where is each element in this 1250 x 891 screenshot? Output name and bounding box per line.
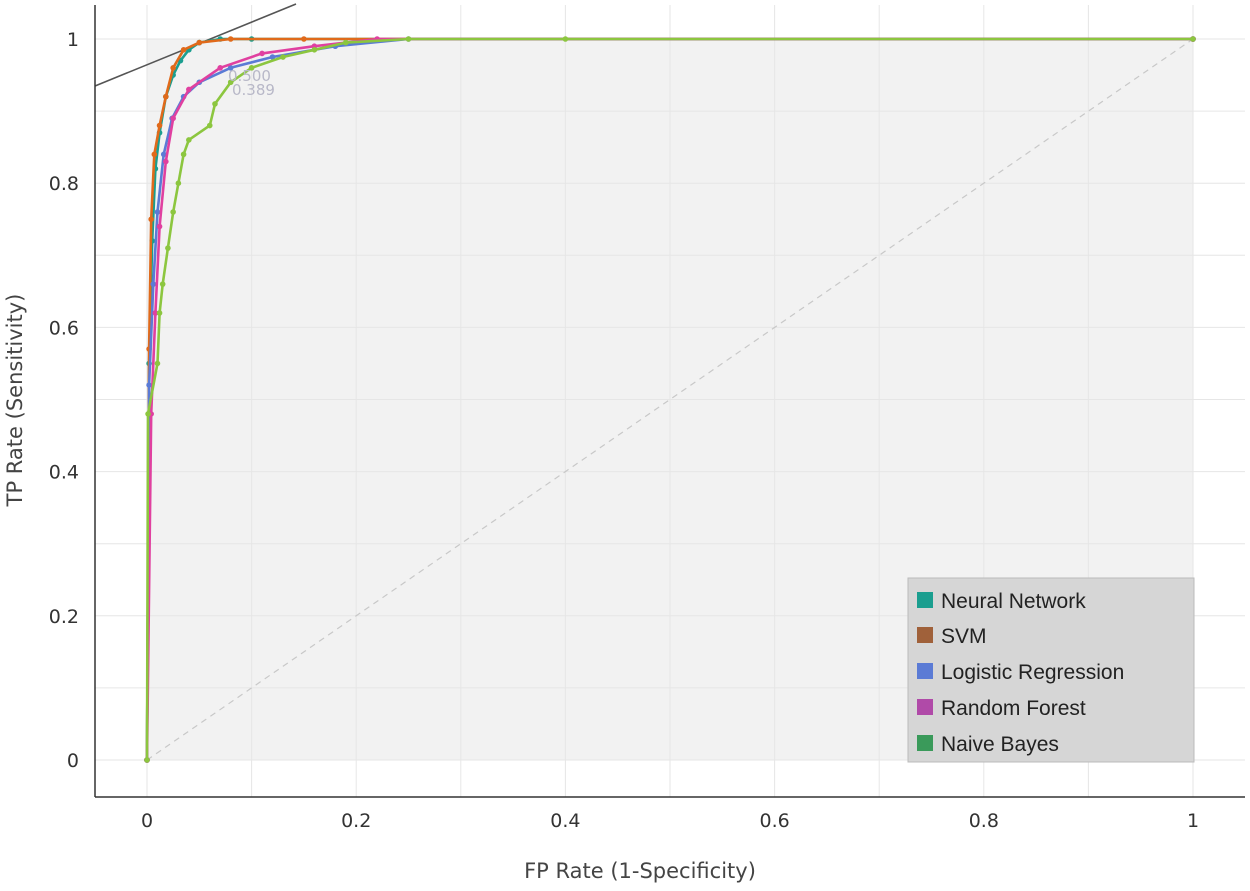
data-point: [170, 209, 176, 215]
x-tick-label: 0.8: [969, 810, 999, 832]
data-point: [145, 411, 151, 417]
data-point: [206, 122, 213, 129]
data-point: [269, 54, 276, 60]
y-axis-title: TP Rate (Sensitivity): [3, 294, 27, 508]
data-point: [212, 101, 218, 107]
y-tick-label: 0.2: [49, 606, 79, 628]
data-point: [156, 223, 163, 230]
axes: [94, 5, 1245, 798]
x-tick-label: 0.6: [759, 810, 789, 832]
data-point: [163, 158, 169, 165]
data-point: [156, 310, 163, 316]
data-point: [259, 50, 265, 57]
x-tick-label: 0: [141, 810, 153, 832]
y-tick-label: 0.8: [49, 173, 79, 195]
series-line: [145, 37, 1193, 761]
data-point: [562, 36, 569, 42]
legend-swatch: [917, 627, 933, 643]
legend-label: SVM: [941, 625, 987, 648]
legend-label: Random Forest: [941, 697, 1086, 720]
legend-item: Logistic Regression: [917, 661, 1124, 684]
legend-item: Neural Network: [917, 590, 1086, 613]
data-point: [227, 36, 234, 42]
data-point: [150, 281, 157, 287]
threshold-label: 0.389: [232, 81, 275, 99]
data-point: [159, 281, 166, 287]
data-point: [154, 360, 161, 367]
data-point: [180, 47, 187, 53]
series-group: [144, 36, 1196, 763]
data-point: [217, 65, 224, 71]
data-point: [248, 65, 255, 71]
data-point: [1190, 36, 1196, 42]
y-tick-label: 0.6: [49, 317, 79, 339]
legend-swatch: [917, 699, 933, 715]
data-point: [405, 36, 412, 42]
legend-label: Logistic Regression: [941, 661, 1124, 684]
threshold-label: 0.500: [228, 67, 271, 85]
legend-label: Naive Bayes: [941, 733, 1059, 756]
x-axis-title: FP Rate (1-Specificity): [524, 859, 756, 883]
series-line: [145, 37, 1193, 761]
data-point: [170, 65, 176, 71]
diagonal-line: [146, 38, 1194, 761]
data-point: [165, 245, 171, 251]
data-point: [180, 151, 187, 158]
data-point: [186, 137, 192, 143]
y-tick-labels: 0 0.2 0.4 0.6 0.8 1: [49, 29, 79, 772]
y-tick-label: 0.4: [49, 462, 79, 484]
legend: Neural Network SVM Logistic Regression R…: [907, 577, 1195, 763]
data-point: [196, 39, 203, 46]
data-point: [170, 115, 176, 122]
data-point: [186, 86, 192, 93]
data-point: [163, 93, 169, 100]
x-tick-label: 1: [1187, 810, 1199, 832]
data-point: [280, 54, 286, 60]
x-tick-labels: 0 0.2 0.4 0.6 0.8 1: [141, 810, 1199, 832]
data-point: [144, 757, 150, 763]
legend-swatch: [917, 592, 933, 608]
data-point: [301, 36, 307, 42]
x-tick-label: 0.4: [550, 810, 580, 832]
legend-item: Random Forest: [917, 697, 1086, 720]
legend-swatch: [917, 663, 933, 679]
data-point: [146, 382, 152, 388]
data-point: [156, 122, 163, 129]
legend-item: Naive Bayes: [917, 733, 1059, 756]
x-tick-label: 0.2: [341, 810, 371, 832]
data-point: [227, 79, 234, 86]
data-point: [148, 216, 154, 223]
data-point: [151, 151, 158, 158]
y-tick-label: 1: [67, 29, 79, 51]
legend-box: [907, 577, 1195, 763]
data-point: [227, 65, 234, 71]
series-naive-bayes: [144, 36, 1196, 763]
legend-label: Neural Network: [941, 590, 1086, 613]
data-point: [342, 39, 349, 46]
data-point: [311, 47, 318, 53]
data-point: [175, 180, 182, 186]
legend-item: SVM: [917, 625, 987, 648]
series-line: [145, 37, 1193, 761]
legend-swatch: [917, 735, 933, 751]
data-point: [154, 209, 161, 215]
data-point: [152, 310, 159, 316]
data-point: [160, 151, 167, 158]
y-tick-label: 0: [67, 750, 79, 772]
